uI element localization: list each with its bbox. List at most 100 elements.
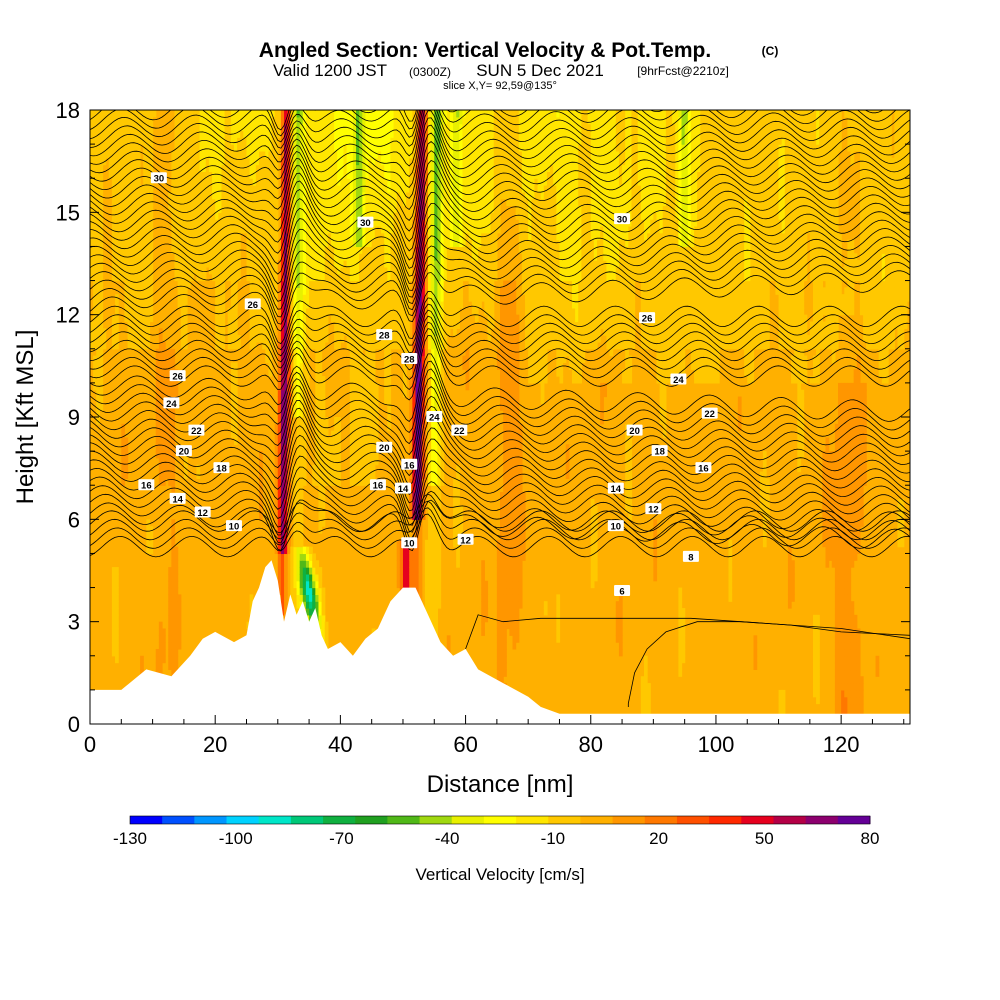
velocity-cell: [346, 225, 351, 234]
velocity-cell: [136, 280, 141, 288]
velocity-cell: [149, 110, 154, 118]
velocity-cell: [90, 150, 94, 159]
velocity-cell: [171, 601, 176, 609]
velocity-cell: [424, 546, 429, 555]
velocity-cell: [402, 171, 407, 179]
velocity-cell: [277, 389, 282, 398]
velocity-cell: [343, 185, 348, 193]
velocity-cell: [124, 198, 129, 207]
velocity-cell: [362, 150, 367, 159]
velocity-cell: [187, 137, 191, 145]
velocity-cell: [330, 239, 335, 248]
velocity-cell: [221, 266, 226, 275]
velocity-cell: [365, 464, 370, 473]
velocity-cell: [324, 444, 329, 452]
velocity-cell: [180, 164, 185, 172]
velocity-cell: [327, 123, 332, 132]
velocity-cell: [349, 150, 354, 159]
velocity-cell: [183, 225, 188, 234]
velocity-cell: [237, 164, 241, 172]
velocity-cell: [202, 191, 207, 200]
velocity-cell: [90, 335, 94, 343]
velocity-cell: [424, 253, 429, 261]
velocity-cell: [431, 273, 435, 282]
velocity-cell: [284, 328, 288, 336]
velocity-cell: [274, 498, 279, 507]
velocity-cell: [230, 341, 235, 350]
velocity-cell: [287, 457, 291, 466]
velocity-cell: [330, 260, 335, 268]
velocity-cell: [443, 266, 448, 275]
velocity-cell: [312, 260, 316, 268]
velocity-cell: [399, 178, 404, 186]
velocity-cell: [446, 198, 451, 207]
velocity-cell: [208, 239, 213, 248]
velocity-cell: [406, 546, 410, 555]
velocity-cell: [268, 191, 273, 200]
velocity-cell: [368, 157, 373, 166]
velocity-cell: [205, 246, 210, 254]
velocity-cell: [365, 396, 370, 404]
velocity-cell: [174, 116, 179, 125]
velocity-cell: [330, 253, 335, 261]
velocity-cell: [168, 191, 172, 200]
velocity-cell: [412, 567, 417, 575]
velocity-cell: [428, 164, 432, 172]
velocity-cell: [255, 198, 260, 207]
velocity-cell: [240, 185, 244, 193]
velocity-cell: [171, 164, 176, 172]
velocity-cell: [130, 301, 135, 309]
velocity-cell: [259, 178, 263, 186]
velocity-cell: [296, 116, 301, 125]
velocity-cell: [212, 185, 216, 193]
velocity-cell: [368, 451, 373, 459]
velocity-cell: [202, 232, 207, 241]
velocity-cell: [365, 341, 370, 350]
velocity-cell: [127, 198, 132, 207]
velocity-cell: [418, 212, 423, 220]
velocity-cell: [309, 239, 313, 248]
velocity-cell: [327, 471, 332, 479]
velocity-cell: [202, 253, 207, 261]
velocity-cell: [90, 219, 94, 227]
velocity-cell: [249, 137, 254, 145]
velocity-cell: [421, 430, 426, 439]
velocity-cell: [218, 110, 223, 118]
velocity-cell: [190, 110, 194, 118]
velocity-cell: [252, 130, 257, 138]
velocity-cell: [93, 260, 97, 268]
velocity-cell: [396, 341, 401, 350]
velocity-cell: [171, 205, 176, 213]
velocity-cell: [334, 225, 338, 234]
velocity-cell: [368, 178, 373, 186]
velocity-cell: [146, 287, 151, 295]
velocity-cell: [165, 362, 169, 370]
velocity-cell: [415, 587, 420, 595]
velocity-cell: [93, 280, 97, 288]
velocity-cell: [202, 205, 207, 213]
velocity-cell: [443, 341, 448, 350]
velocity-cell: [428, 280, 432, 288]
velocity-cell: [208, 198, 213, 207]
velocity-cell: [384, 191, 388, 200]
velocity-cell: [259, 232, 263, 241]
velocity-cell: [434, 219, 438, 227]
velocity-cell: [293, 178, 298, 186]
velocity-cell: [418, 553, 423, 561]
velocity-cell: [127, 341, 132, 350]
velocity-cell: [96, 232, 100, 241]
velocity-cell: [96, 219, 100, 227]
velocity-cell: [296, 110, 301, 111]
velocity-cell: [309, 573, 313, 582]
velocity-cell: [387, 423, 392, 432]
velocity-cell: [374, 110, 379, 118]
velocity-cell: [196, 150, 201, 159]
velocity-cell: [124, 471, 129, 479]
velocity-cell: [143, 260, 147, 268]
velocity-cell: [111, 110, 116, 118]
velocity-cell: [346, 301, 351, 309]
velocity-cell: [255, 307, 260, 316]
velocity-cell: [312, 253, 316, 261]
velocity-cell: [371, 362, 376, 370]
velocity-cell: [434, 171, 438, 179]
